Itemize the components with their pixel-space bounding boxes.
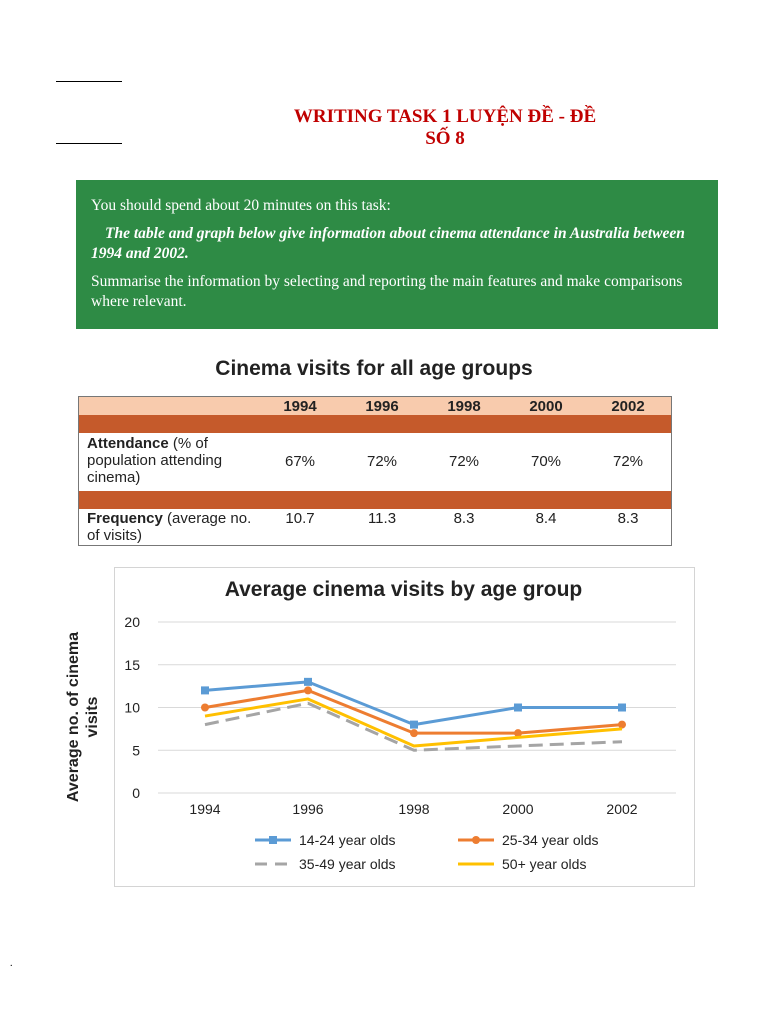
table-cell: 8.3	[617, 510, 639, 527]
table-cell: 10.7	[285, 510, 315, 527]
top-rule-2	[56, 143, 122, 144]
table-cell: 70%	[530, 453, 562, 470]
task-description: The table and graph below give informati…	[91, 225, 685, 262]
table-header-year: 2000	[529, 397, 563, 415]
chart-title: Average cinema visits by age group	[224, 578, 583, 601]
attendance-label-rest: (% of population attending cinema)	[87, 435, 223, 486]
table-band	[79, 491, 671, 509]
table-row-frequency: Frequency (average no. of visits) 10.7 1…	[79, 509, 671, 545]
chart-frame	[114, 567, 695, 887]
table-header-year: 2002	[611, 397, 645, 415]
frequency-label: Frequency (average no. of visits)	[79, 510, 259, 544]
cinema-visits-table: 1994 1996 1998 2000 2002 Attendance (% o…	[78, 396, 672, 546]
page-title-line2: SỐ 8	[425, 128, 465, 149]
table-header-year: 1996	[365, 397, 399, 415]
table-row-attendance: Attendance (% of population attending ci…	[79, 433, 671, 491]
attendance-label: Attendance (% of population attending ci…	[79, 435, 259, 486]
table-cell: 11.3	[367, 510, 397, 527]
top-rule-1	[56, 81, 122, 82]
page-title-line1: WRITING TASK 1 LUYỆN ĐỀ - ĐỀ	[293, 106, 597, 127]
table-cell: 72%	[448, 453, 480, 470]
table-cell: 67%	[284, 453, 316, 470]
page-title: WRITING TASK 1 LUYỆN ĐỀ - ĐỀ SỐ 8	[240, 106, 650, 150]
attendance-label-bold: Attendance	[87, 435, 169, 452]
footer-mark: .	[10, 958, 13, 969]
frequency-label-rest: (average no. of visits)	[87, 510, 252, 544]
table-header-year: 1994	[283, 397, 317, 415]
table-header-row: 1994 1996 1998 2000 2002	[79, 397, 671, 415]
table-band	[79, 415, 671, 433]
table-cell: 8.4	[535, 510, 557, 527]
task-box: You should spend about 20 minutes on thi…	[76, 180, 718, 329]
task-intro: You should spend about 20 minutes on thi…	[91, 197, 391, 214]
table-header-year: 1998	[447, 397, 481, 415]
frequency-label-bold: Frequency	[87, 510, 163, 527]
chart-ylabel: Average no. of cinema visits	[65, 631, 101, 803]
table-cell: 72%	[612, 453, 644, 470]
task-instruction: Summarise the information by selecting a…	[91, 273, 683, 310]
table-title: Cinema visits for all age groups	[215, 357, 533, 380]
table-cell: 72%	[366, 453, 398, 470]
table-cell: 8.3	[453, 510, 475, 527]
